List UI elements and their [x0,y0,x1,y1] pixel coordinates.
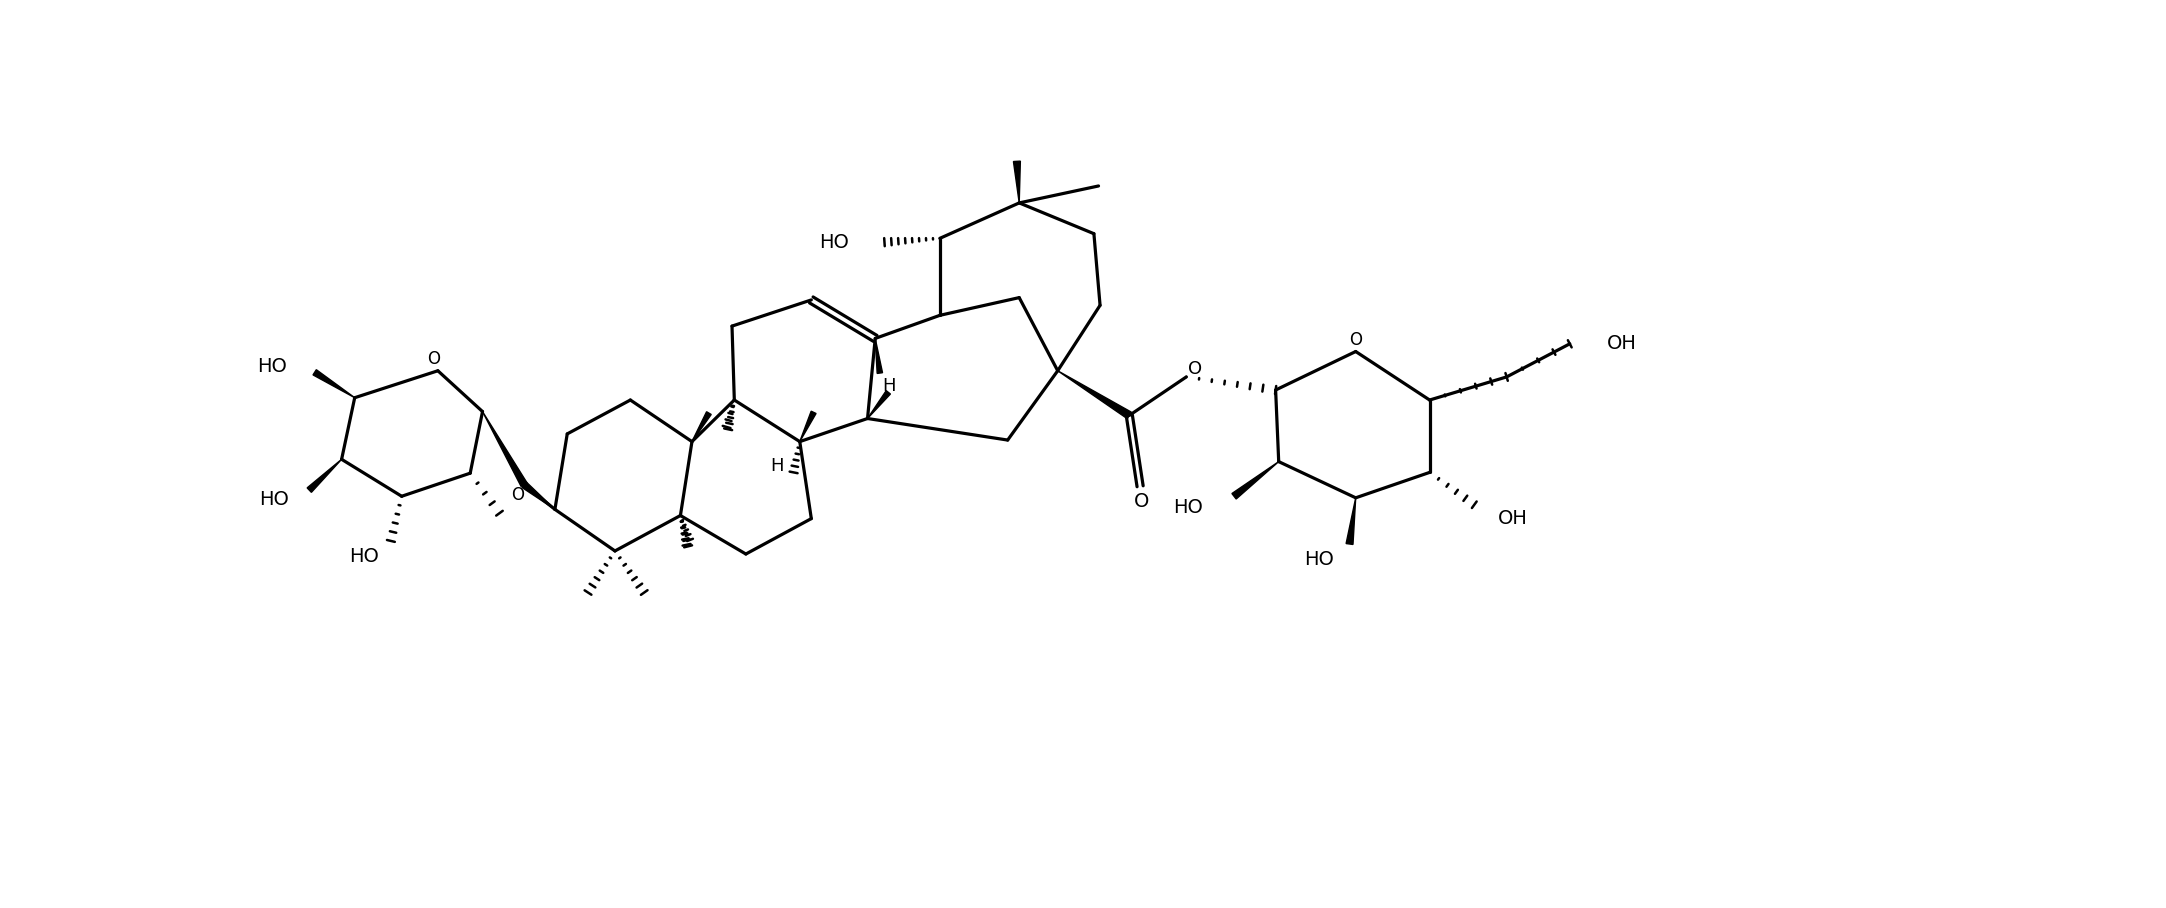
Text: OH: OH [1497,509,1527,528]
Text: H: H [769,458,784,475]
Text: O: O [1349,331,1362,349]
Text: HO: HO [1304,550,1334,569]
Text: O: O [511,487,524,505]
Text: HO: HO [258,358,286,377]
Text: H: H [882,377,897,395]
Polygon shape [1057,370,1131,419]
Text: HO: HO [1174,498,1204,518]
Text: HO: HO [260,489,290,508]
Polygon shape [483,411,526,487]
Text: OH: OH [1607,334,1637,353]
Text: O: O [1135,492,1150,511]
Polygon shape [799,411,817,441]
Text: O: O [1189,360,1202,379]
Polygon shape [875,339,882,373]
Polygon shape [869,390,890,419]
Polygon shape [1014,161,1020,202]
Polygon shape [1345,498,1356,545]
Text: HO: HO [349,547,379,566]
Text: O: O [427,350,440,369]
Polygon shape [308,459,342,492]
Polygon shape [522,482,554,509]
Polygon shape [314,370,355,398]
Text: HO: HO [819,232,849,252]
Polygon shape [691,411,710,441]
Polygon shape [1232,461,1278,499]
